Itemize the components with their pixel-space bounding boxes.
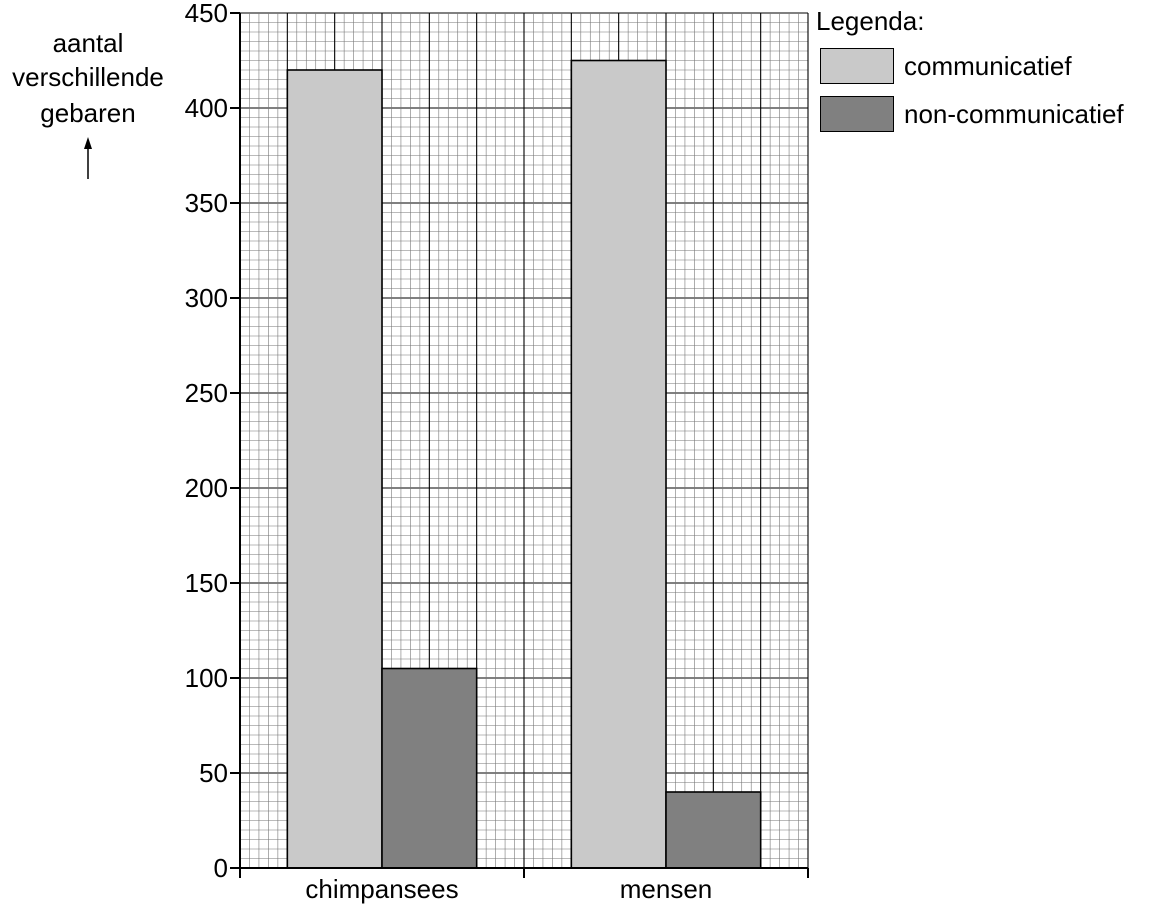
y-tick-label: 400 xyxy=(185,93,228,123)
y-tick-label: 150 xyxy=(185,568,228,598)
y-tick-label: 200 xyxy=(185,473,228,503)
y-axis-arrow xyxy=(84,137,92,179)
x-tick-labels: chimpansees mensen xyxy=(305,874,712,904)
bar-non-communicatief-chimpansees xyxy=(381,667,478,869)
y-tick-label: 350 xyxy=(185,188,228,218)
x-tick-label: chimpansees xyxy=(305,874,458,904)
y-axis-label-line-2: verschillende xyxy=(12,62,164,92)
y-tick-label: 250 xyxy=(185,378,228,408)
legend-swatch xyxy=(820,48,894,84)
bar-non-communicatief-mensen xyxy=(665,791,762,869)
legend-item: non-communicatief xyxy=(820,95,1124,133)
legend-title: Legenda: xyxy=(816,6,925,36)
legend-label: communicatief xyxy=(904,50,1072,81)
y-axis-label-line-3: gebaren xyxy=(40,98,136,128)
x-tick-label: mensen xyxy=(620,874,713,904)
bar-communicatief-chimpansees xyxy=(286,69,383,869)
y-tick-label: 300 xyxy=(185,283,228,313)
axes xyxy=(230,12,809,878)
y-tick-labels: 0 50 100 150 200 250 300 350 400 450 xyxy=(185,0,228,883)
bars xyxy=(286,59,762,869)
y-tick-label: 0 xyxy=(214,853,228,883)
y-tick-label: 450 xyxy=(185,0,228,28)
legend-swatch xyxy=(820,96,894,132)
legend-item: communicatief xyxy=(820,47,1072,85)
y-axis-label-line-1: aantal xyxy=(52,28,124,58)
bar-communicatief-mensen xyxy=(570,59,667,869)
legend-label: non-communicatief xyxy=(904,98,1124,129)
y-tick-label: 50 xyxy=(199,758,228,788)
y-tick-label: 100 xyxy=(185,663,228,693)
